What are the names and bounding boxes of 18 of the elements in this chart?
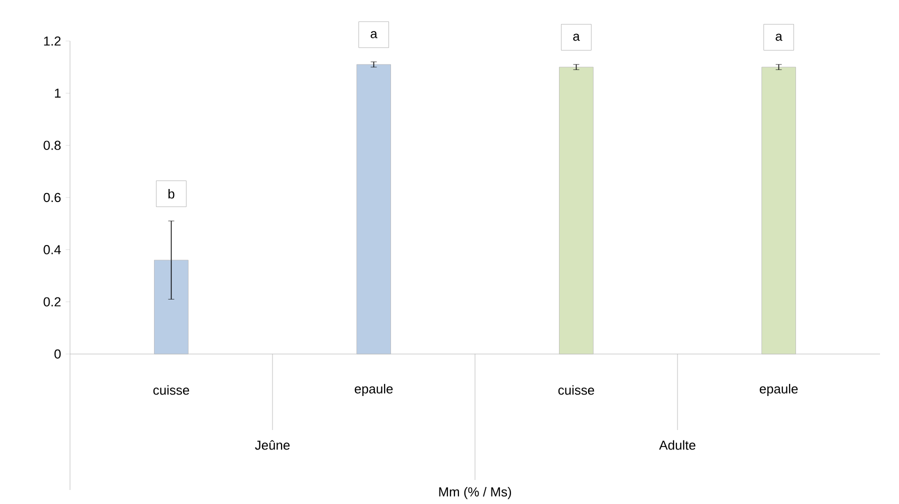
x-tick-label: epaule [760,384,798,396]
y-tick-label: 1.2 [44,36,61,46]
y-tick-label: 1 [54,88,61,98]
y-tick-label: 0.4 [44,245,61,254]
text: a [573,34,580,41]
text: Adulte [659,440,696,450]
x-tick-label: epaule [354,384,393,396]
y-tick-label: 0.6 [44,192,61,202]
text: Jeûne [255,440,290,450]
y-tick-label: 0.8 [44,140,61,150]
x-tick-label: cuisse [558,385,594,395]
y-tick-label: 0.2 [44,297,61,306]
text: Mm (% / Ms) [439,486,512,500]
text: a [370,31,378,38]
x-tick-label: cuisse [153,385,190,395]
annotation: b [168,188,174,199]
y-tick-label: 0 [54,349,61,359]
text: a [776,34,782,41]
